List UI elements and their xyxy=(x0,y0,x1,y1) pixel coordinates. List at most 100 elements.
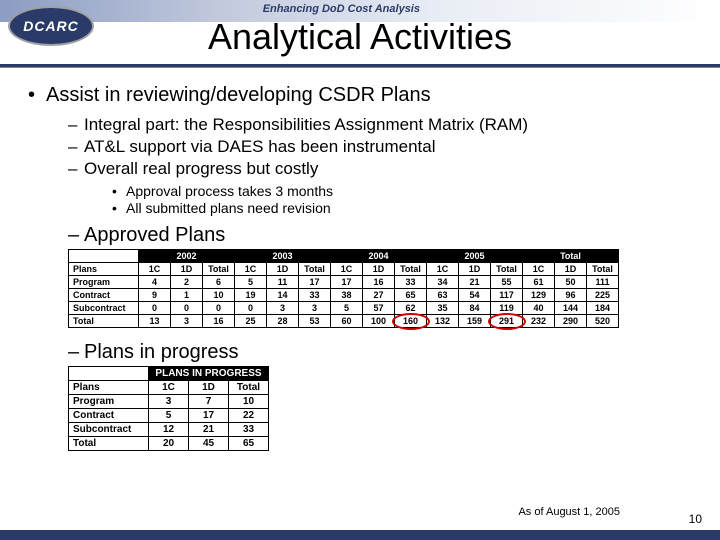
row-label: Total xyxy=(69,315,139,328)
sub-bullet: Overall real progress but costly Approva… xyxy=(68,159,692,216)
table-cell: 3 xyxy=(149,395,189,409)
table-cell: 21 xyxy=(189,423,229,437)
table-cell: 54 xyxy=(459,289,491,302)
main-bullet-text: Assist in reviewing/developing CSDR Plan… xyxy=(46,84,431,106)
table-cell: 0 xyxy=(235,302,267,315)
bullet-list-level1: Assist in reviewing/developing CSDR Plan… xyxy=(28,84,692,216)
table-cell: 17 xyxy=(299,276,331,289)
table-cell: 38 xyxy=(331,289,363,302)
table-cell: 35 xyxy=(427,302,459,315)
table-cell: 1C xyxy=(427,263,459,276)
table-cell: 5 xyxy=(331,302,363,315)
table-cell: 132 xyxy=(427,315,459,328)
table-cell: 1D xyxy=(459,263,491,276)
main-bullet: Assist in reviewing/developing CSDR Plan… xyxy=(28,84,692,216)
banner-text: Enhancing DoD Cost Analysis xyxy=(263,3,420,15)
table-cell: 1C xyxy=(523,263,555,276)
table-cell: 21 xyxy=(459,276,491,289)
table-cell: Total xyxy=(299,263,331,276)
table-cell: 1C xyxy=(331,263,363,276)
table-cell: 10 xyxy=(203,289,235,302)
table-cell: 1D xyxy=(267,263,299,276)
table-cell: 225 xyxy=(587,289,619,302)
page-number: 10 xyxy=(689,512,702,526)
table-cell: 7 xyxy=(189,395,229,409)
table-cell: 4 xyxy=(139,276,171,289)
bullet-list-level2: Integral part: the Responsibilities Assi… xyxy=(46,115,692,216)
table-cell: Total xyxy=(229,381,269,395)
table-cell: 25 xyxy=(235,315,267,328)
subsub-bullet: All submitted plans need revision xyxy=(112,200,692,216)
table-cell: 119 xyxy=(491,302,523,315)
table-cell: 0 xyxy=(139,302,171,315)
table-cell: 520 xyxy=(587,315,619,328)
plans-in-progress-table: PLANS IN PROGRESSPlans1C1DTotalProgram37… xyxy=(68,366,269,451)
slide-content: Assist in reviewing/developing CSDR Plan… xyxy=(0,70,720,451)
progress-table-container: PLANS IN PROGRESSPlans1C1DTotalProgram37… xyxy=(68,366,692,451)
table-cell: Total xyxy=(491,263,523,276)
row-label: Subcontract xyxy=(69,302,139,315)
table-cell: 22 xyxy=(229,409,269,423)
row-label: Plans xyxy=(69,263,139,276)
table-cell: 19 xyxy=(235,289,267,302)
table-cell: 129 xyxy=(523,289,555,302)
row-label: Program xyxy=(69,276,139,289)
footer-note: As of August 1, 2005 xyxy=(518,506,620,518)
row-label: Program xyxy=(69,395,149,409)
table-cell: 60 xyxy=(331,315,363,328)
table-cell: 57 xyxy=(363,302,395,315)
table-cell: 53 xyxy=(299,315,331,328)
year-header: 2002 xyxy=(139,250,235,263)
table-cell: 17 xyxy=(189,409,229,423)
table-cell: 17 xyxy=(331,276,363,289)
year-header: 2004 xyxy=(331,250,427,263)
table-cell: 1C xyxy=(235,263,267,276)
table-cell: 100 xyxy=(363,315,395,328)
table-cell: 1C xyxy=(139,263,171,276)
table-cell: 14 xyxy=(267,289,299,302)
row-label: Contract xyxy=(69,409,149,423)
table-cell: 1D xyxy=(189,381,229,395)
title-underline xyxy=(0,64,720,68)
year-header: 2005 xyxy=(427,250,523,263)
plans-in-progress-heading: Plans in progress xyxy=(28,341,692,364)
sub-bullet: AT&L support via DAES has been instrumen… xyxy=(68,137,692,157)
table-cell: 84 xyxy=(459,302,491,315)
table-cell: 13 xyxy=(139,315,171,328)
table-cell: 3 xyxy=(299,302,331,315)
page-title: Analytical Activities xyxy=(0,16,720,58)
table-cell: 5 xyxy=(149,409,189,423)
table-cell: 16 xyxy=(203,315,235,328)
row-label: Subcontract xyxy=(69,423,149,437)
year-header: Total xyxy=(523,250,619,263)
table-cell: 117 xyxy=(491,289,523,302)
table-cell: 63 xyxy=(427,289,459,302)
table-cell: 6 xyxy=(203,276,235,289)
table-cell: 144 xyxy=(555,302,587,315)
table-cell: 159 xyxy=(459,315,491,328)
approved-plans-heading: Approved Plans xyxy=(28,224,692,247)
table-cell: 1 xyxy=(171,289,203,302)
footer-bar xyxy=(0,530,720,540)
table-cell: 12 xyxy=(149,423,189,437)
table-cell: 0 xyxy=(171,302,203,315)
table-cell: 33 xyxy=(229,423,269,437)
sub-bullet: Integral part: the Responsibilities Assi… xyxy=(68,115,692,135)
table-cell: 1D xyxy=(171,263,203,276)
table-cell: 34 xyxy=(427,276,459,289)
bullet-list-level3: Approval process takes 3 months All subm… xyxy=(84,183,692,216)
table-cell: 96 xyxy=(555,289,587,302)
table-cell: 33 xyxy=(299,289,331,302)
table-cell: 291 xyxy=(491,315,523,328)
table-cell: 9 xyxy=(139,289,171,302)
table-cell: 62 xyxy=(395,302,427,315)
row-label: Plans xyxy=(69,381,149,395)
table-cell: 61 xyxy=(523,276,555,289)
table-cell: 50 xyxy=(555,276,587,289)
table-cell: 16 xyxy=(363,276,395,289)
table-cell: 3 xyxy=(171,315,203,328)
table-cell: 0 xyxy=(203,302,235,315)
table-cell: 111 xyxy=(587,276,619,289)
table-cell: 10 xyxy=(229,395,269,409)
table-cell: 1C xyxy=(149,381,189,395)
